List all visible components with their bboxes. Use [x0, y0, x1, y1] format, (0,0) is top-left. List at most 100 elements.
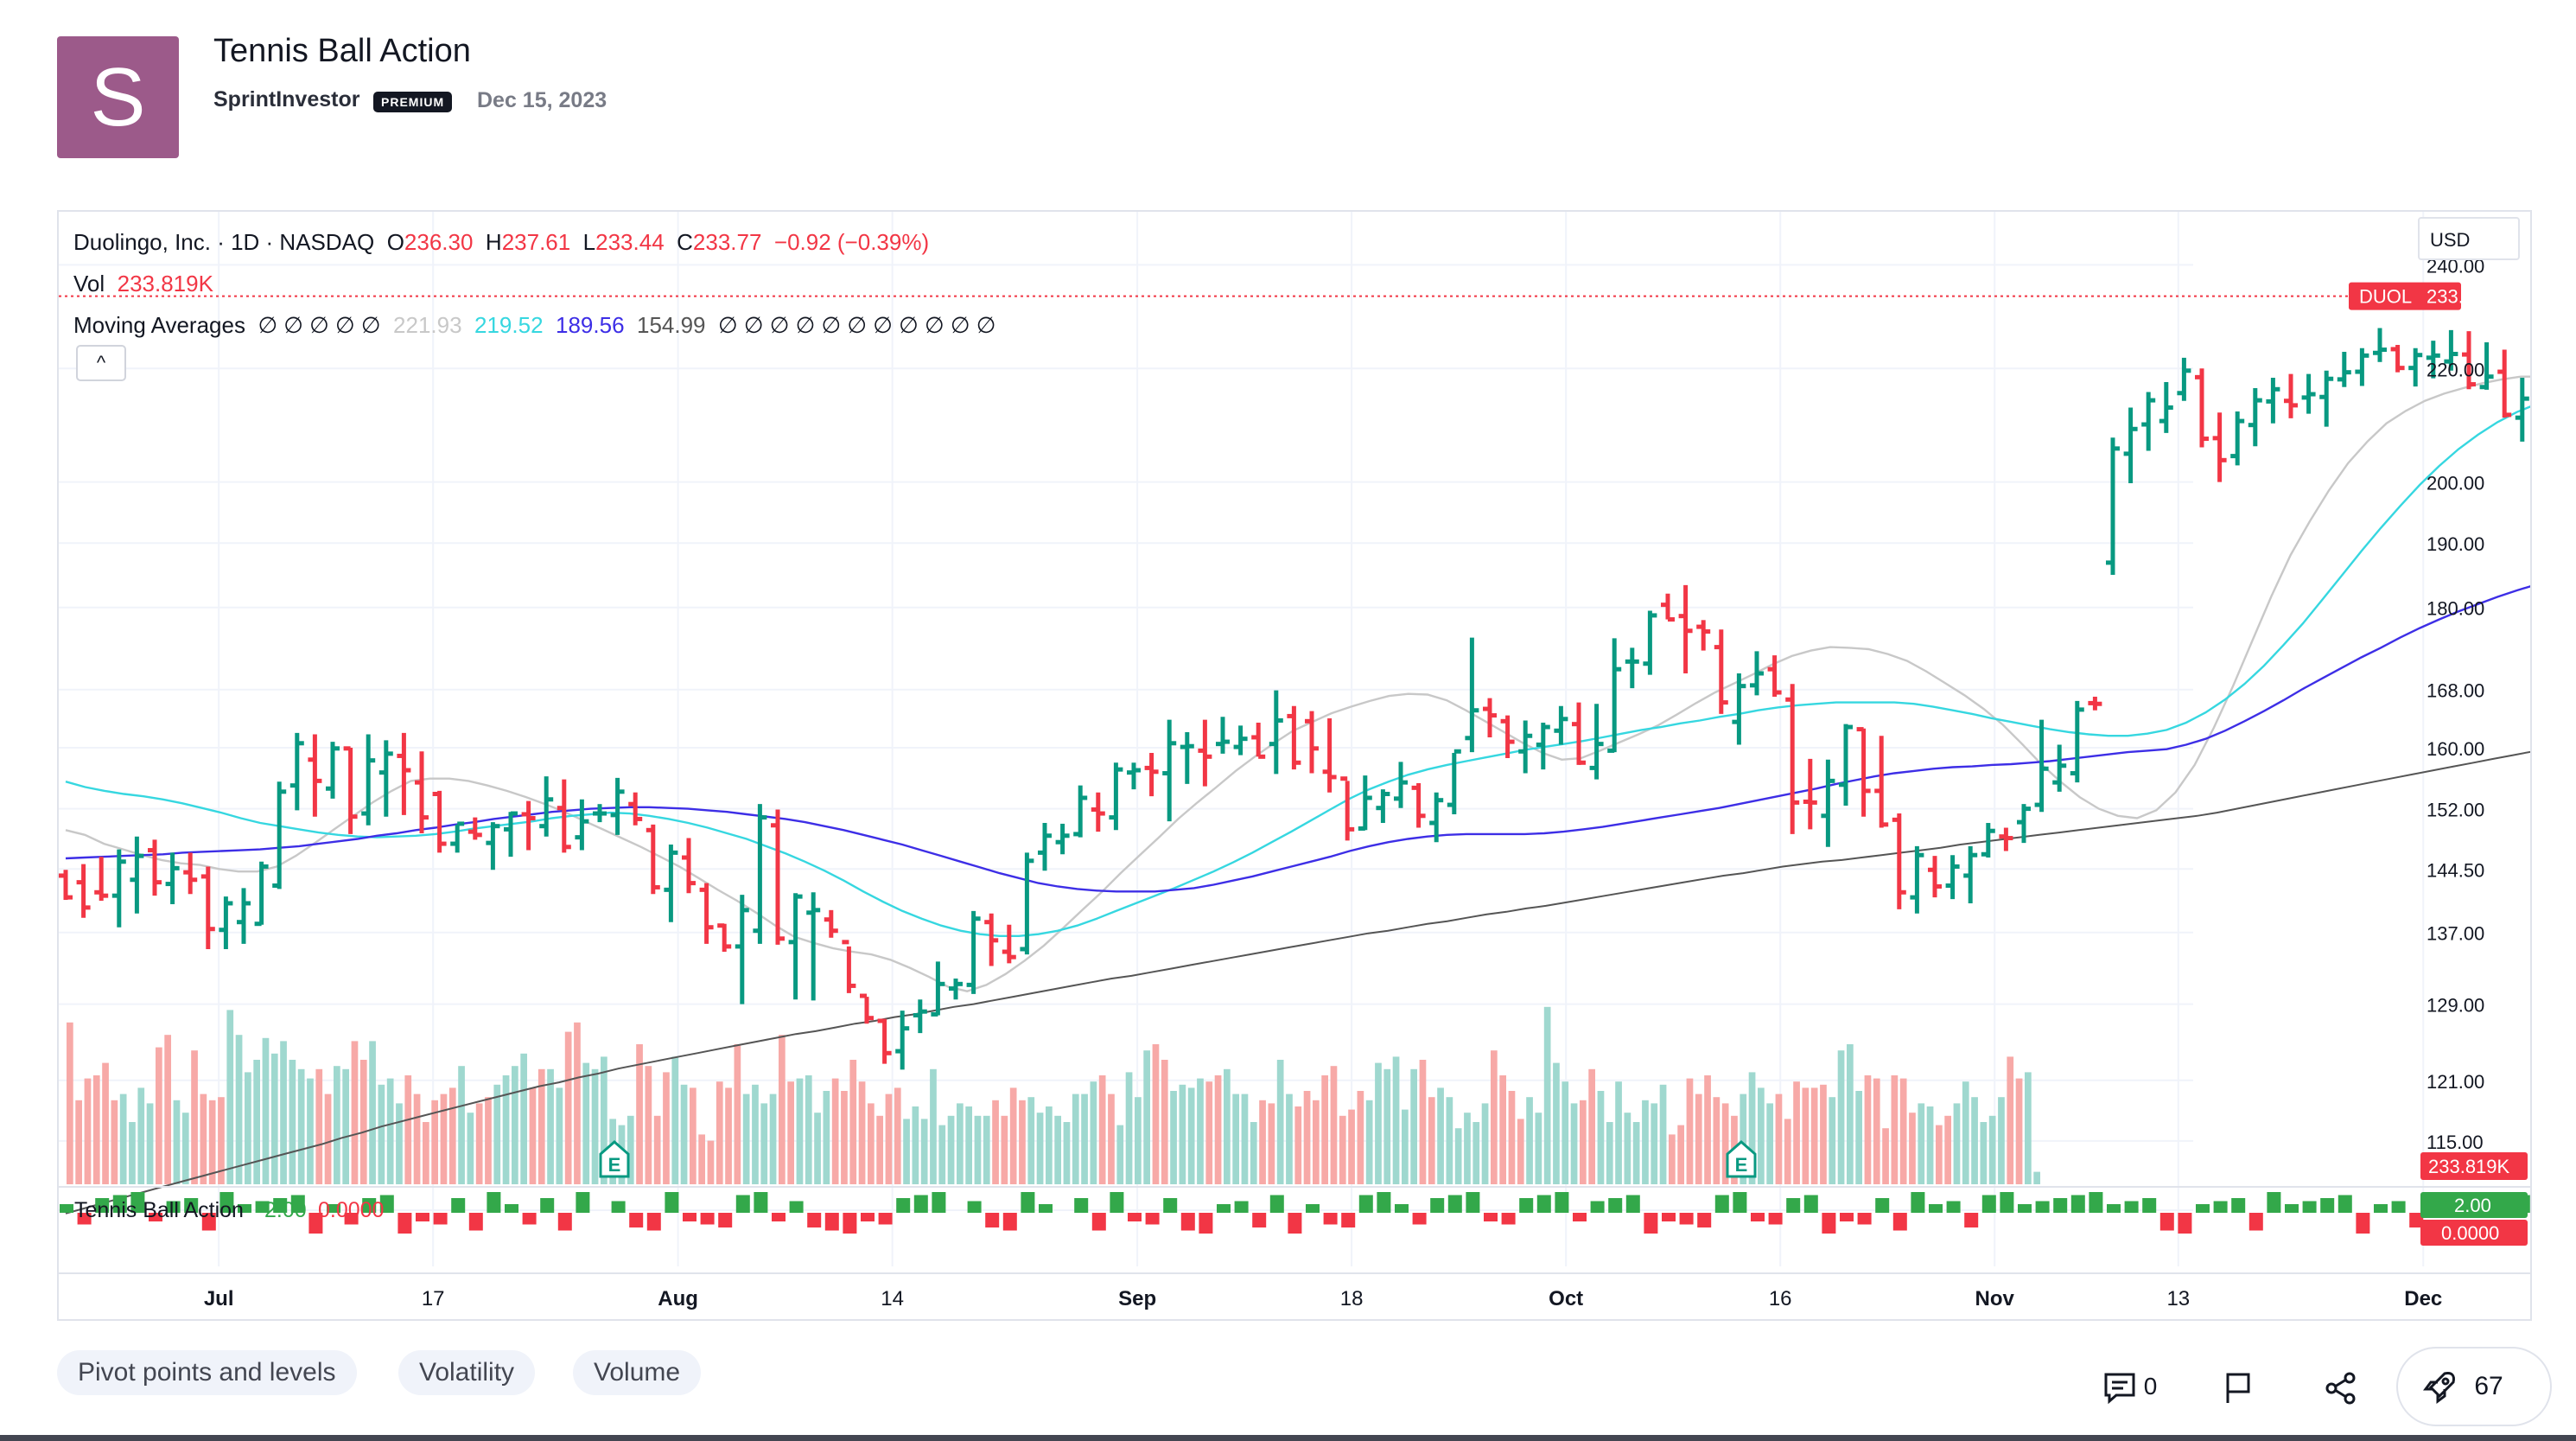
- ohlc-bar: [59, 870, 73, 901]
- tba-bar: [1519, 1198, 1534, 1213]
- volume-bar: [235, 1035, 243, 1184]
- volume-bar: [1046, 1106, 1053, 1184]
- symbol-title[interactable]: Duolingo, Inc. · 1D · NASDAQ: [73, 229, 375, 255]
- volume-bar: [742, 1094, 750, 1184]
- volume-bar: [1580, 1100, 1587, 1184]
- report-button[interactable]: [2223, 1361, 2254, 1412]
- volume-label[interactable]: Vol: [73, 271, 105, 296]
- volume-bar: [262, 1037, 270, 1184]
- tba-bar: [1395, 1204, 1409, 1213]
- tba-bar: [1822, 1213, 1836, 1234]
- volume-bar: [307, 1078, 314, 1184]
- ohlc-bar: [1144, 752, 1159, 797]
- tba-bar: [540, 1198, 555, 1213]
- ohlc-bar: [361, 734, 376, 826]
- ohlc-bar: [1928, 856, 1942, 898]
- comments-button[interactable]: 0: [2102, 1361, 2157, 1412]
- volume-bar: [1143, 1050, 1151, 1184]
- volume-bar: [1802, 1087, 1810, 1184]
- volume-bar: [297, 1068, 305, 1184]
- volume-bar: [1339, 1115, 1346, 1184]
- volume-bar: [1428, 1097, 1435, 1184]
- ohlc-bar: [1322, 717, 1337, 793]
- chart-frame[interactable]: 240.00 220.00 200.00 190.00 180.00 168.00 160.…: [57, 210, 2532, 1321]
- volume-bar: [1766, 1103, 1774, 1184]
- volume-bar: [2015, 1078, 2023, 1184]
- volume-bar: [1402, 1109, 1409, 1184]
- tba-bar: [2142, 1198, 2157, 1213]
- volume-bar: [1303, 1091, 1311, 1184]
- volume-bar: [725, 1087, 732, 1184]
- volume-bar: [1686, 1078, 1694, 1184]
- volume-bar: [1491, 1050, 1498, 1184]
- tag-volatility[interactable]: Volatility: [398, 1350, 536, 1395]
- boost-button[interactable]: 67: [2396, 1347, 2552, 1426]
- volume-bar: [1998, 1097, 2005, 1184]
- volume-bar: [431, 1100, 439, 1184]
- volume-bar: [1019, 1100, 1026, 1184]
- volume-bar: [760, 1103, 768, 1184]
- tba-bar: [1590, 1201, 1605, 1213]
- volume-bar: [137, 1087, 145, 1184]
- share-button[interactable]: [2324, 1361, 2358, 1412]
- y-tick-label: 190.00: [2427, 533, 2484, 555]
- ohlc-bar: [111, 849, 126, 928]
- tba-bar: [1625, 1195, 1640, 1213]
- volume-bar: [1535, 1113, 1542, 1184]
- collapse-legend-button[interactable]: ^: [76, 345, 126, 381]
- volume-bar: [957, 1103, 964, 1184]
- tba-bar: [967, 1201, 982, 1213]
- tba-bar: [1128, 1213, 1142, 1221]
- tba-bar: [1002, 1213, 1017, 1231]
- volume-bar: [1926, 1106, 1934, 1184]
- ohlc-bar: [1376, 789, 1390, 824]
- volume-bar: [1864, 1075, 1872, 1184]
- ohlc-bar: [1963, 845, 1978, 903]
- volume-bar: [1899, 1078, 1907, 1184]
- author-avatar[interactable]: S: [57, 36, 179, 158]
- volume-bar: [680, 1084, 688, 1184]
- volume-bar: [1365, 1100, 1373, 1184]
- volume-bar: [75, 1100, 83, 1184]
- tba-bar: [2248, 1213, 2263, 1231]
- tba-bar: [1644, 1213, 1658, 1234]
- ohlc-bar: [1785, 684, 1800, 834]
- tba-bar: [1536, 1195, 1551, 1213]
- comment-icon: [2104, 1373, 2135, 1404]
- tba-bar: [1091, 1213, 1106, 1231]
- ohlc-bar: [2444, 329, 2458, 371]
- close-label: C: [677, 229, 693, 255]
- tba-bar: [789, 1201, 804, 1213]
- ohlc-bar: [788, 893, 803, 1000]
- tag-volume[interactable]: Volume: [573, 1350, 702, 1395]
- tba-bar: [878, 1213, 893, 1225]
- ohlc-bar: [593, 804, 607, 823]
- volume-tag: 233.819K: [2428, 1156, 2510, 1177]
- tag-pivot-points[interactable]: Pivot points and levels: [57, 1350, 357, 1395]
- volume-bar: [1873, 1078, 1880, 1184]
- volume-bar: [129, 1122, 136, 1184]
- volume-bar: [1375, 1062, 1382, 1184]
- ohlc-bar: [1661, 593, 1675, 622]
- volume-bar: [1179, 1084, 1186, 1184]
- ohlc-bar: [2230, 411, 2245, 466]
- price-chart[interactable]: 240.00220.00200.00190.00180.00168.00160.…: [59, 212, 2530, 1319]
- ma-label[interactable]: Moving Averages: [73, 312, 245, 338]
- volume-bar: [1081, 1094, 1088, 1184]
- volume-bar: [396, 1103, 403, 1184]
- tba-bar: [238, 1204, 251, 1213]
- ohlc-bar: [1767, 655, 1782, 697]
- tba-bar: [2337, 1195, 2352, 1213]
- y-tick-label: 121.00: [2427, 1071, 2484, 1093]
- volume-bar: [512, 1066, 518, 1184]
- currency-selector[interactable]: USD: [2418, 217, 2520, 260]
- tba-bar: [1234, 1201, 1249, 1213]
- ma-line-4: [65, 750, 2530, 1215]
- tba-bar: [611, 1201, 626, 1213]
- author-name[interactable]: SprintInvestor: [213, 87, 360, 112]
- tba-bar: [754, 1192, 768, 1213]
- volume-bar: [1669, 1134, 1676, 1184]
- ohlc-bar: [735, 895, 749, 1004]
- tba-bar: [896, 1198, 911, 1213]
- volume-bar: [734, 1044, 741, 1184]
